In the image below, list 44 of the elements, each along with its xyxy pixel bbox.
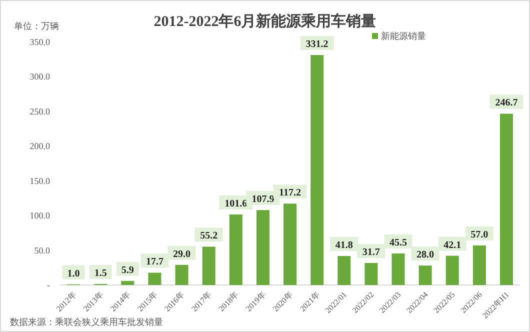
- text: 45.5: [389, 237, 407, 248]
- y-tick-label: 300.0: [30, 72, 50, 82]
- text: 31.7: [362, 246, 380, 258]
- text: 29.0: [173, 248, 191, 260]
- y-axis-title: 单位：万辆: [14, 21, 59, 31]
- bar: [392, 253, 405, 285]
- bar: [500, 114, 513, 285]
- bar: [310, 55, 324, 285]
- text: 246.7: [495, 98, 518, 109]
- text: 107.9: [252, 194, 274, 206]
- text: 57.0: [470, 229, 488, 240]
- text: 28.0: [416, 250, 434, 261]
- y-tick-label: 150.0: [30, 176, 50, 186]
- bar: [418, 266, 432, 285]
- bar: [229, 214, 242, 285]
- bar: [446, 256, 459, 285]
- text: 42.1: [444, 240, 462, 251]
- bar: [121, 280, 134, 285]
- bar: [284, 204, 296, 285]
- text: 101.6: [224, 198, 248, 210]
- text: 55.2: [200, 230, 218, 242]
- text: 331.2: [306, 39, 328, 50]
- bar: [472, 245, 486, 285]
- legend-label: 新能源销量: [381, 31, 426, 41]
- text: 1.0: [67, 268, 80, 280]
- bar: [338, 256, 351, 285]
- bar: [175, 264, 188, 285]
- bar: [202, 246, 216, 285]
- y-tick-label: 50.0: [34, 245, 50, 256]
- y-tick-label: 250.0: [30, 106, 50, 116]
- y-tick-label: -: [47, 280, 50, 290]
- bar: [148, 272, 162, 285]
- chart-title: 2012-2022年6月新能源乘用车销量: [154, 12, 376, 30]
- y-tick-label: 100.0: [30, 210, 50, 221]
- text: 5.9: [121, 264, 134, 276]
- bar: [256, 210, 270, 285]
- text: 41.8: [335, 240, 353, 251]
- text: 17.7: [146, 256, 164, 268]
- text: 117.2: [279, 188, 301, 199]
- source-note: 数据来源：乘联会狭义乘用车批发销量: [10, 317, 163, 327]
- y-tick-label: 200.0: [30, 141, 50, 152]
- text: 1.5: [94, 268, 107, 279]
- y-tick-label: 350.0: [30, 37, 50, 47]
- bar: [364, 262, 378, 285]
